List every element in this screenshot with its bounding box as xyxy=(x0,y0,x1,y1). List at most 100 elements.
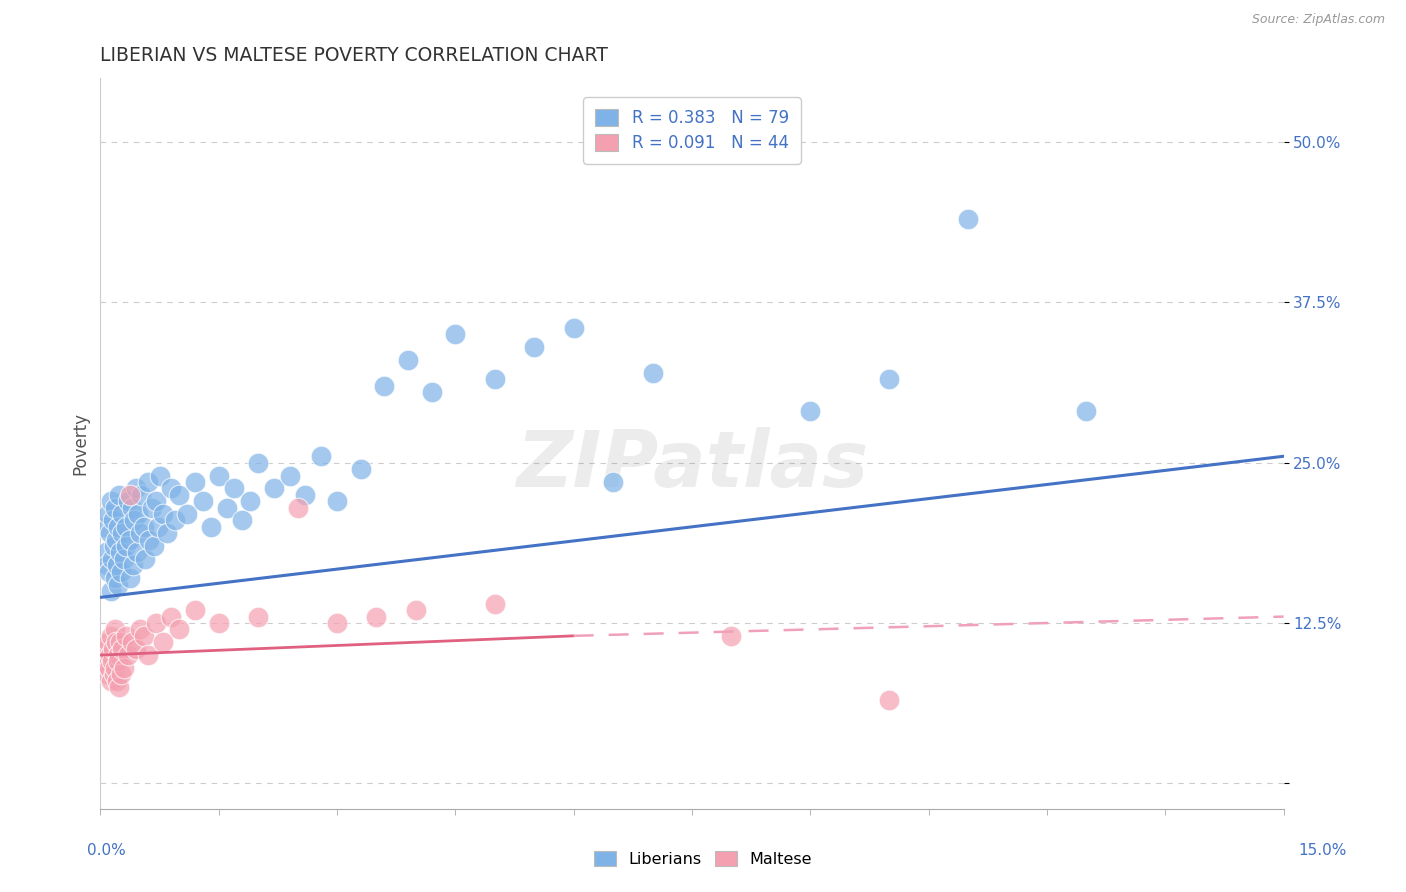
Point xyxy=(93,520,115,534)
Point xyxy=(100,584,122,599)
Point xyxy=(103,571,125,585)
Point xyxy=(104,661,127,675)
Point xyxy=(107,520,129,534)
Point xyxy=(263,481,285,495)
Point xyxy=(444,327,467,342)
Point xyxy=(105,558,128,573)
Point xyxy=(97,635,120,649)
Point xyxy=(366,609,388,624)
Point xyxy=(97,507,120,521)
Point xyxy=(877,372,900,386)
Point xyxy=(152,635,174,649)
Point xyxy=(101,513,124,527)
Point xyxy=(484,597,506,611)
Point xyxy=(224,481,246,495)
Point xyxy=(117,494,139,508)
Point xyxy=(184,603,207,617)
Point xyxy=(143,539,166,553)
Point xyxy=(103,623,125,637)
Point xyxy=(94,641,117,656)
Point xyxy=(93,655,115,669)
Point xyxy=(108,635,131,649)
Point xyxy=(128,526,150,541)
Point xyxy=(100,494,122,508)
Point xyxy=(957,211,980,226)
Point xyxy=(132,629,155,643)
Point xyxy=(131,488,153,502)
Point xyxy=(799,404,821,418)
Point xyxy=(136,648,159,662)
Point xyxy=(96,667,118,681)
Point xyxy=(107,655,129,669)
Legend: Liberians, Maltese: Liberians, Maltese xyxy=(588,845,818,873)
Point xyxy=(278,468,301,483)
Point xyxy=(98,565,121,579)
Text: 0.0%: 0.0% xyxy=(87,843,127,857)
Point xyxy=(104,500,127,515)
Point xyxy=(200,520,222,534)
Point xyxy=(101,552,124,566)
Point xyxy=(1076,404,1098,418)
Point xyxy=(191,494,214,508)
Point xyxy=(115,539,138,553)
Point xyxy=(484,372,506,386)
Point xyxy=(98,661,121,675)
Point xyxy=(523,340,546,354)
Point xyxy=(120,533,142,547)
Point xyxy=(152,507,174,521)
Point xyxy=(125,481,148,495)
Point xyxy=(146,520,169,534)
Point xyxy=(108,680,131,694)
Point xyxy=(110,667,132,681)
Point xyxy=(117,648,139,662)
Point xyxy=(96,558,118,573)
Point xyxy=(562,321,585,335)
Point xyxy=(112,552,135,566)
Point xyxy=(111,526,134,541)
Point xyxy=(160,481,183,495)
Point xyxy=(105,635,128,649)
Point xyxy=(134,552,156,566)
Text: Source: ZipAtlas.com: Source: ZipAtlas.com xyxy=(1251,13,1385,27)
Point xyxy=(101,641,124,656)
Point xyxy=(118,571,141,585)
Point xyxy=(108,488,131,502)
Legend: R = 0.383   N = 79, R = 0.091   N = 44: R = 0.383 N = 79, R = 0.091 N = 44 xyxy=(583,97,800,163)
Point xyxy=(122,558,145,573)
Point xyxy=(373,378,395,392)
Point xyxy=(107,577,129,591)
Point xyxy=(105,673,128,688)
Point xyxy=(103,539,125,553)
Point xyxy=(396,353,419,368)
Point xyxy=(132,520,155,534)
Point xyxy=(141,500,163,515)
Point xyxy=(287,500,309,515)
Point xyxy=(184,475,207,489)
Point xyxy=(239,494,262,508)
Point xyxy=(208,615,231,630)
Point xyxy=(103,667,125,681)
Point xyxy=(156,526,179,541)
Point xyxy=(148,468,170,483)
Point xyxy=(127,507,149,521)
Point xyxy=(110,565,132,579)
Point xyxy=(100,673,122,688)
Point xyxy=(420,385,443,400)
Point xyxy=(231,513,253,527)
Text: ZIPatlas: ZIPatlas xyxy=(516,427,868,503)
Point xyxy=(127,545,149,559)
Point xyxy=(247,456,270,470)
Point xyxy=(138,533,160,547)
Text: LIBERIAN VS MALTESE POVERTY CORRELATION CHART: LIBERIAN VS MALTESE POVERTY CORRELATION … xyxy=(100,46,609,65)
Point xyxy=(602,475,624,489)
Point xyxy=(125,641,148,656)
Point xyxy=(720,629,742,643)
Point xyxy=(309,450,332,464)
Point xyxy=(122,513,145,527)
Point xyxy=(114,629,136,643)
Point xyxy=(215,500,238,515)
Point xyxy=(326,494,349,508)
Point xyxy=(128,623,150,637)
Point xyxy=(112,661,135,675)
Point xyxy=(294,488,316,502)
